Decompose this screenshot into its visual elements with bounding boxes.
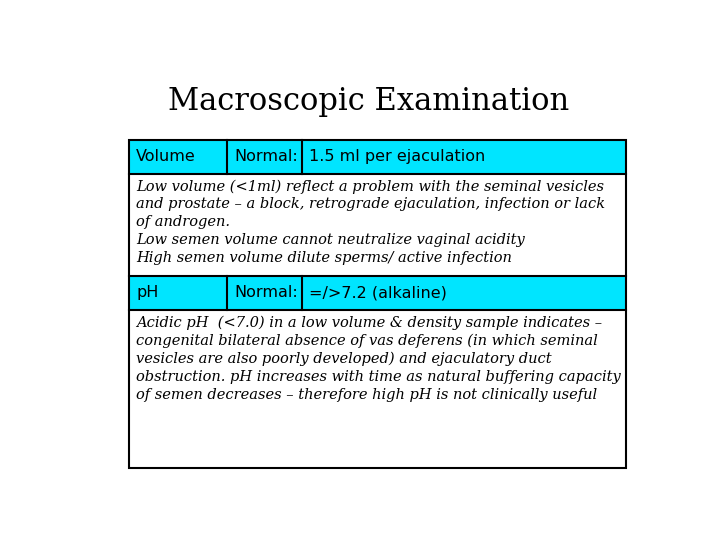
Bar: [129, 140, 626, 174]
Text: Normal:: Normal:: [234, 149, 297, 164]
Text: Normal:: Normal:: [234, 285, 297, 300]
Text: Acidic pH  (<7.0) in a low volume & density sample indicates –
congenital bilate: Acidic pH (<7.0) in a low volume & densi…: [136, 315, 621, 402]
Text: =/>7.2 (alkaline): =/>7.2 (alkaline): [310, 285, 447, 300]
Bar: [129, 275, 626, 310]
Text: pH: pH: [136, 285, 158, 300]
Text: Macroscopic Examination: Macroscopic Examination: [168, 85, 570, 117]
Text: Low volume (<1ml) reflect a problem with the seminal vesicles
and prostate – a b: Low volume (<1ml) reflect a problem with…: [136, 179, 606, 265]
Text: Volume: Volume: [136, 149, 196, 164]
Text: 1.5 ml per ejaculation: 1.5 ml per ejaculation: [310, 149, 485, 164]
